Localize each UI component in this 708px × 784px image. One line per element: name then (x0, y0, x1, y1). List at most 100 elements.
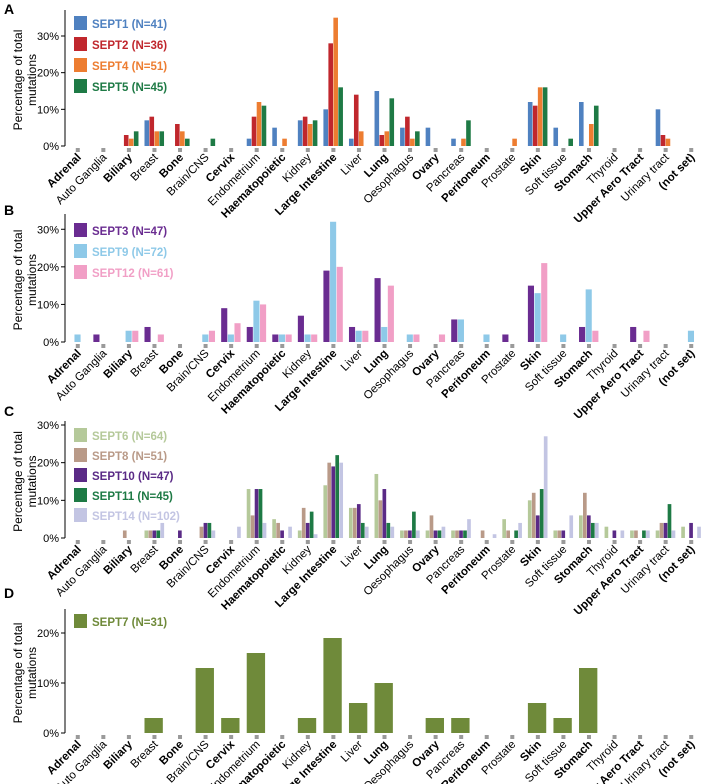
bar-sept5-4 (185, 138, 190, 146)
bar-sept9-16 (483, 334, 490, 342)
bar-sept6-18 (527, 500, 532, 538)
bar-sept8-13 (404, 530, 408, 538)
bar-sept9-8 (278, 334, 286, 342)
bar-sept10-12 (382, 489, 387, 538)
bar-sept7-6 (221, 718, 240, 733)
legend-swatch (74, 488, 87, 502)
bar-sept7-11 (348, 703, 368, 733)
category-tick (382, 148, 387, 152)
bar-sept2-13 (405, 116, 410, 146)
bar-sept12-20 (592, 330, 599, 342)
category-tick (229, 540, 234, 544)
bar-sept7-12 (374, 683, 393, 733)
panel-label: C (4, 403, 14, 419)
bar-sept10-19 (561, 530, 566, 538)
category-tick (459, 148, 464, 152)
legend-entry: SEPT1 (N=41) (92, 19, 167, 31)
bar-sept9-10 (330, 221, 337, 342)
category-tick (459, 344, 464, 348)
bar-sept3-20 (579, 326, 586, 342)
bar-sept2-18 (532, 105, 538, 146)
bar-sept11-14 (437, 530, 442, 538)
bar-sept14-3 (160, 522, 165, 538)
category-tick (459, 735, 464, 739)
y-axis-label-line: Percentage of total (11, 30, 25, 131)
category-tick (689, 735, 694, 739)
bar-sept9-19 (560, 334, 567, 342)
category-tick (433, 735, 438, 739)
category-tick (229, 735, 234, 739)
legend-entry: SEPT12 (N=61) (92, 268, 174, 280)
bar-sept5-15 (466, 120, 471, 146)
bar-sept7-14 (425, 718, 444, 733)
bar-sept3-11 (348, 326, 356, 342)
y-tick-label: 20% (37, 68, 59, 80)
category-tick (586, 344, 591, 348)
y-tick-label: 10% (37, 495, 59, 507)
bar-sept6-3 (144, 530, 149, 538)
bar-sept10-7 (254, 489, 259, 538)
x-tick-label: Liver (339, 544, 365, 570)
legend-entry: SEPT10 (N=47) (92, 471, 174, 483)
legend-swatch (74, 428, 87, 442)
category-tick (561, 735, 566, 739)
bar-sept7-3 (144, 718, 163, 733)
y-tick-label: 10% (37, 104, 59, 116)
bar-sept7-5 (195, 668, 214, 733)
y-tick-label: 0% (43, 728, 59, 740)
bar-sept11-22 (642, 530, 646, 538)
category-tick (305, 735, 310, 739)
category-tick (152, 540, 157, 544)
bar-sept9-2 (125, 330, 132, 342)
category-tick (254, 148, 259, 152)
category-tick (586, 540, 591, 544)
bar-sept10-5 (203, 522, 208, 538)
bar-sept5-19 (568, 138, 573, 146)
y-tick-label: 20% (37, 262, 59, 274)
bar-sept9-18 (534, 293, 541, 342)
bar-sept3-8 (272, 334, 279, 342)
legend-entry: SEPT4 (N=51) (92, 61, 167, 73)
chart-panel-b: B Percentage of totalmutations 0% 10% 20% 30%… (4, 202, 697, 422)
bar-sept12-3 (157, 334, 164, 342)
category-tick (510, 735, 515, 739)
bar-sept14-6 (237, 526, 241, 538)
y-tick-label: 10% (37, 678, 59, 690)
category-tick (229, 344, 234, 348)
bar-sept10-21 (612, 530, 617, 538)
category-tick (408, 540, 413, 544)
bar-sept1-20 (579, 102, 584, 146)
legend-swatch (74, 468, 87, 482)
legend-swatch (74, 448, 87, 462)
bar-sept10-14 (433, 530, 438, 538)
category-tick (689, 344, 694, 348)
bar-sept9-7 (253, 300, 260, 342)
bar-sept5-9 (312, 120, 318, 146)
x-tick-label: Breast (129, 738, 162, 771)
bar-sept14-9 (313, 534, 318, 538)
bar-sept8-17 (506, 530, 510, 538)
bar-sept3-18 (527, 285, 534, 342)
bar-sept3-15 (451, 319, 458, 342)
category-tick (203, 540, 208, 544)
legend-swatch (74, 508, 87, 522)
legend-entry: SEPT9 (N=72) (92, 247, 167, 259)
bar-sept10-13 (408, 530, 412, 538)
category-tick (101, 148, 106, 152)
bar-sept3-10 (323, 270, 330, 342)
category-tick (612, 735, 617, 739)
category-tick (305, 344, 310, 348)
bar-sept7-9 (297, 718, 317, 733)
bar-sept2-3 (149, 116, 155, 146)
bar-sept12-8 (285, 334, 292, 342)
bar-sept11-9 (309, 511, 314, 538)
bar-sept6-23 (655, 530, 660, 538)
category-tick (229, 148, 234, 152)
bar-sept11-7 (258, 489, 263, 538)
bar-sept4-12 (384, 131, 390, 146)
y-axis-label: Percentage of totalmutations (11, 30, 39, 131)
bar-sept4-10 (333, 17, 338, 147)
bar-sept4-15 (461, 138, 466, 146)
category-tick (75, 540, 80, 544)
bar-sept11-20 (590, 522, 595, 538)
